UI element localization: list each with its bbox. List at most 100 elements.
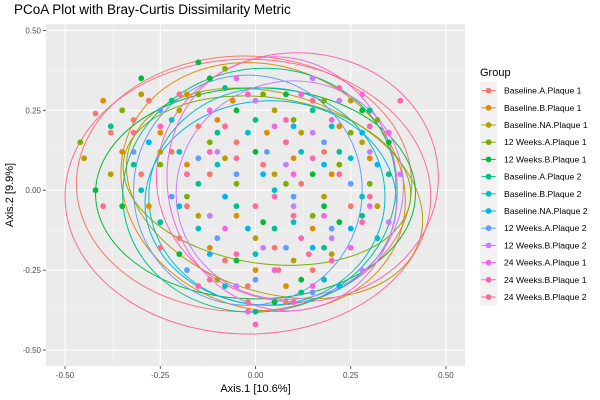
data-point (229, 97, 236, 104)
data-point (92, 187, 99, 194)
data-point (176, 235, 183, 242)
data-point (157, 129, 164, 136)
data-point (321, 193, 327, 200)
data-point (100, 203, 107, 210)
data-point (309, 244, 316, 251)
data-point (347, 155, 354, 162)
legend-key-point (485, 259, 492, 266)
data-point (184, 267, 190, 274)
data-point (176, 91, 183, 98)
data-point (328, 123, 335, 130)
x-axis-title: Axis.1 [10.6%] (220, 383, 290, 395)
data-point (260, 171, 267, 178)
data-point (359, 219, 366, 226)
data-point (206, 75, 213, 82)
data-point (252, 321, 259, 328)
data-point (283, 161, 289, 168)
legend-label: 12 Weeks.A.Plaque 2 (504, 223, 587, 233)
data-point (309, 97, 316, 104)
data-point (119, 203, 126, 210)
data-point (336, 97, 343, 104)
data-point (168, 193, 175, 200)
data-point (260, 219, 267, 226)
data-point (252, 308, 259, 315)
data-point (176, 148, 183, 155)
y-tick-label: 0.00 (25, 186, 41, 195)
data-point (321, 203, 327, 210)
confidence-ellipse (155, 52, 439, 303)
data-point (283, 299, 289, 305)
data-point (244, 129, 251, 136)
data-point (336, 171, 343, 178)
data-point (290, 155, 297, 162)
legend-label: 12 Weeks.B.Plaque 1 (504, 154, 587, 164)
legend-items: Baseline.A.Plaque 1 Baseline.B.Plaque 1 Ba… (480, 82, 588, 306)
data-point (130, 161, 137, 168)
data-point (184, 161, 190, 168)
data-point (222, 123, 228, 130)
y-axis: -0.50 -0.25 0.00 0.25 0.50 (23, 26, 46, 355)
data-point (374, 203, 381, 210)
data-point (214, 276, 221, 283)
legend-label: 24 Weeks.B.Plaque 1 (504, 275, 587, 285)
data-point (130, 116, 137, 123)
data-point (359, 212, 366, 219)
data-point (264, 129, 270, 136)
data-point (92, 110, 99, 117)
data-point (222, 155, 228, 162)
data-point (309, 107, 316, 114)
data-point (195, 91, 202, 98)
data-point (244, 225, 251, 232)
data-point (336, 283, 343, 289)
data-point (298, 91, 305, 98)
data-point (298, 148, 305, 155)
data-point (168, 148, 175, 155)
data-point (184, 203, 190, 210)
legend-label: Baseline.A.Plaque 1 (504, 86, 582, 96)
data-point (283, 139, 289, 146)
legend-item: Baseline.NA.Plaque 2 (480, 202, 588, 220)
data-point (138, 187, 145, 194)
data-point (138, 171, 145, 178)
data-point (385, 129, 392, 136)
data-point (252, 267, 259, 274)
data-point (290, 219, 297, 226)
y-axis-title: Axis.2 [9.9%] (4, 163, 16, 227)
data-point (214, 116, 221, 123)
data-point (176, 251, 183, 258)
data-point (145, 203, 152, 210)
data-point (119, 148, 126, 155)
data-point (195, 180, 202, 187)
data-point (309, 155, 316, 162)
data-point (222, 65, 228, 72)
data-point (157, 161, 164, 168)
data-point (81, 155, 87, 162)
confidence-ellipse (120, 62, 406, 312)
data-point (397, 171, 404, 178)
legend-key-point (485, 294, 492, 300)
data-point (168, 97, 175, 104)
data-point (309, 283, 316, 289)
data-point (321, 139, 327, 146)
data-point (184, 171, 190, 178)
data-point (252, 235, 259, 242)
data-point (321, 148, 327, 155)
legend-key-point (485, 156, 492, 163)
legend-label: 12 Weeks.A.Plaque 1 (504, 137, 587, 147)
data-point (359, 129, 366, 136)
data-point (366, 148, 373, 155)
data-point (222, 225, 228, 232)
confidence-ellipse (133, 74, 363, 306)
data-point (222, 85, 228, 91)
data-point (271, 107, 278, 114)
data-point (283, 180, 289, 187)
data-point (328, 257, 335, 264)
data-point (321, 276, 327, 283)
data-point (347, 244, 354, 251)
data-point (309, 212, 316, 219)
data-point (328, 235, 335, 242)
data-point (347, 203, 354, 210)
y-tick-label: 0.25 (25, 106, 41, 115)
data-point (252, 251, 259, 258)
data-point (366, 203, 373, 210)
